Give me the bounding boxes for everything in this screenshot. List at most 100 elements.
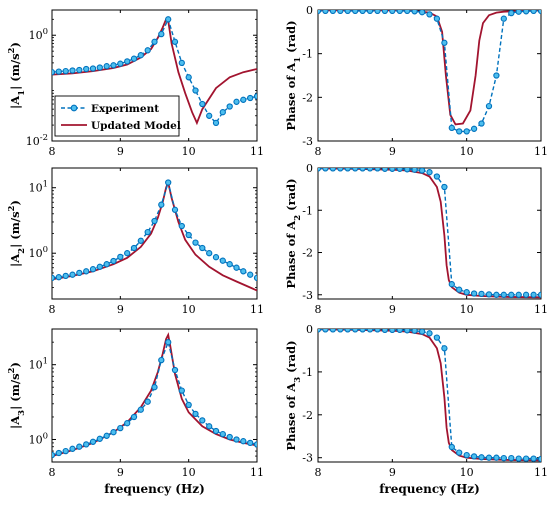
- data-point-experiment: [411, 329, 418, 334]
- data-point-experiment: [396, 168, 403, 172]
- data-point-experiment: [515, 10, 522, 15]
- data-point-experiment: [396, 10, 403, 15]
- data-point-experiment: [522, 291, 530, 298]
- data-point-experiment: [404, 168, 411, 173]
- data-point-experiment: [62, 67, 69, 75]
- x-tick-label: 9: [389, 466, 396, 479]
- y-tick-label: 0: [306, 162, 313, 175]
- data-point-experiment: [448, 443, 455, 451]
- data-point-experiment: [508, 291, 515, 298]
- data-point-experiment: [185, 74, 192, 81]
- data-point-experiment: [344, 329, 351, 333]
- axes-box: [317, 167, 542, 300]
- data-point-experiment: [463, 128, 470, 135]
- data-point-experiment: [470, 290, 478, 297]
- data-point-experiment: [530, 291, 537, 298]
- x-tick-label: 8: [49, 145, 56, 158]
- series-line-experiment: [318, 168, 541, 296]
- data-point-experiment: [199, 244, 206, 252]
- data-point-experiment: [130, 244, 138, 252]
- data-point-experiment: [83, 268, 90, 275]
- data-point-experiment: [165, 339, 172, 346]
- data-point-experiment: [212, 427, 220, 435]
- data-point-experiment: [117, 60, 124, 67]
- data-point-experiment: [76, 66, 83, 74]
- data-point-experiment: [124, 58, 131, 65]
- data-point-experiment: [52, 69, 56, 76]
- data-point-experiment: [52, 451, 56, 459]
- x-tick-label: 8: [315, 466, 322, 479]
- data-point-experiment: [329, 10, 337, 15]
- series-line-experiment: [318, 10, 541, 133]
- series-line-updated-model: [52, 332, 257, 457]
- legend-marker-experiment: [70, 104, 78, 112]
- data-point-experiment: [219, 109, 226, 116]
- x-tick-label: 10: [182, 145, 196, 158]
- data-point-experiment: [478, 454, 485, 461]
- data-point-experiment: [226, 433, 233, 441]
- x-tick-label: 10: [460, 145, 474, 158]
- axes-box: [51, 9, 258, 142]
- legend: Experiment Updated Model: [54, 95, 181, 137]
- data-point-experiment: [117, 424, 124, 432]
- x-tick-label: 10: [460, 466, 474, 479]
- data-point-experiment: [456, 449, 463, 456]
- data-point-experiment: [441, 345, 448, 352]
- data-point-experiment: [359, 10, 366, 15]
- data-point-experiment: [69, 271, 76, 278]
- y-tick-label: -1: [302, 48, 313, 61]
- data-point-experiment: [144, 47, 151, 54]
- data-point-experiment: [103, 63, 110, 70]
- data-point-experiment: [493, 454, 500, 461]
- data-point-experiment: [55, 274, 62, 281]
- panel-1: 8 9 10 11 100 10-2 |A1| (m/s2) Experiment Update…: [7, 9, 264, 158]
- x-tick-label: 10: [460, 303, 474, 316]
- data-point-experiment: [404, 329, 411, 334]
- data-point-experiment: [366, 168, 374, 172]
- data-point-experiment: [240, 268, 247, 275]
- data-point-experiment: [337, 10, 344, 15]
- axes-box: [51, 328, 258, 463]
- data-point-experiment: [96, 263, 103, 270]
- series-line-updated-model: [318, 10, 541, 126]
- data-point-experiment: [433, 334, 441, 341]
- data-point-experiment: [344, 10, 351, 15]
- plot-area: [52, 179, 257, 292]
- data-point-experiment: [253, 93, 257, 100]
- data-point-experiment: [171, 366, 179, 374]
- data-point-experiment: [448, 124, 455, 132]
- data-point-experiment: [137, 237, 144, 244]
- data-point-experiment: [185, 401, 192, 409]
- data-point-experiment: [178, 59, 185, 67]
- data-point-experiment: [199, 100, 206, 108]
- plot-area: [52, 16, 257, 127]
- data-point-experiment: [463, 289, 470, 296]
- y-axis-label: Phase of A2 (rad): [284, 178, 303, 288]
- panel-5: 8 9 10 11 101 100|A3| (m/s2) frequency (Hz): [7, 328, 264, 496]
- data-point-experiment: [192, 239, 199, 246]
- legend-label-updated-model: Updated Model: [91, 120, 181, 132]
- data-point-experiment: [247, 439, 254, 447]
- data-point-experiment: [137, 406, 144, 413]
- series-line-experiment: [318, 329, 541, 460]
- data-point-experiment: [366, 10, 374, 15]
- data-point-experiment: [329, 329, 337, 333]
- data-point-experiment: [478, 120, 485, 127]
- data-point-experiment: [411, 10, 418, 15]
- x-tick-label: 10: [182, 303, 196, 316]
- data-point-experiment: [110, 429, 117, 436]
- data-point-experiment: [530, 455, 537, 462]
- axes-box: [317, 9, 542, 142]
- data-point-experiment: [500, 454, 507, 462]
- panel-2: 8 9 10 11 0 -1 -2 -3 Phase of A1 (rad): [284, 4, 548, 158]
- data-point-experiment: [374, 168, 381, 172]
- data-point-experiment: [185, 231, 192, 239]
- data-point-experiment: [493, 72, 500, 79]
- x-axis-label: frequency (Hz): [379, 482, 480, 496]
- y-tick-label: -2: [302, 91, 313, 104]
- x-tick-label: 11: [250, 466, 264, 479]
- data-point-experiment: [318, 329, 322, 333]
- y-axis-label: Phase of A3 (rad): [284, 340, 303, 450]
- data-point-experiment: [389, 10, 396, 15]
- plot-area: [318, 10, 541, 135]
